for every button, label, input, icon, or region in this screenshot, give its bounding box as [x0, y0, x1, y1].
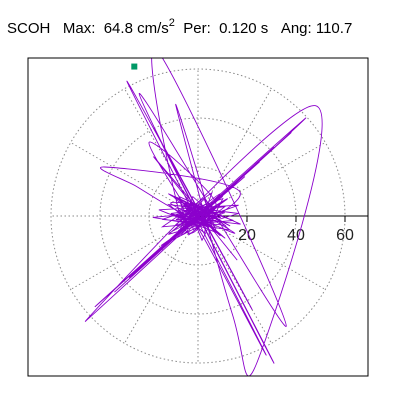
plot-frame — [27, 57, 369, 377]
start-marker — [131, 63, 138, 70]
grid-spoke — [124, 215, 199, 344]
grid-spoke — [124, 88, 199, 217]
grid-spoke — [70, 215, 199, 290]
chart-header: SCOH Max: 64.8 cm/s2 Per: 0.120 s Ang: 1… — [7, 17, 353, 37]
max-value: 64.8 — [103, 20, 133, 37]
period-label: Per: — [183, 20, 211, 37]
station-code: SCOH — [7, 20, 51, 37]
max-unit: cm/s — [137, 20, 169, 37]
max-label: Max: — [62, 20, 96, 37]
period-value: 0.120 s — [219, 20, 269, 37]
angle-value: 110.7 — [315, 20, 353, 37]
radial-tick-label: 40 — [287, 227, 305, 244]
grid-spoke — [70, 142, 199, 217]
radial-tick-label: 60 — [336, 227, 354, 244]
radial-tick-label: 20 — [238, 227, 256, 244]
angle-label: Ang: — [280, 20, 312, 37]
max-unit-superscript: 2 — [168, 17, 175, 29]
grid-spoke — [197, 88, 272, 217]
trace-core — [152, 191, 241, 242]
